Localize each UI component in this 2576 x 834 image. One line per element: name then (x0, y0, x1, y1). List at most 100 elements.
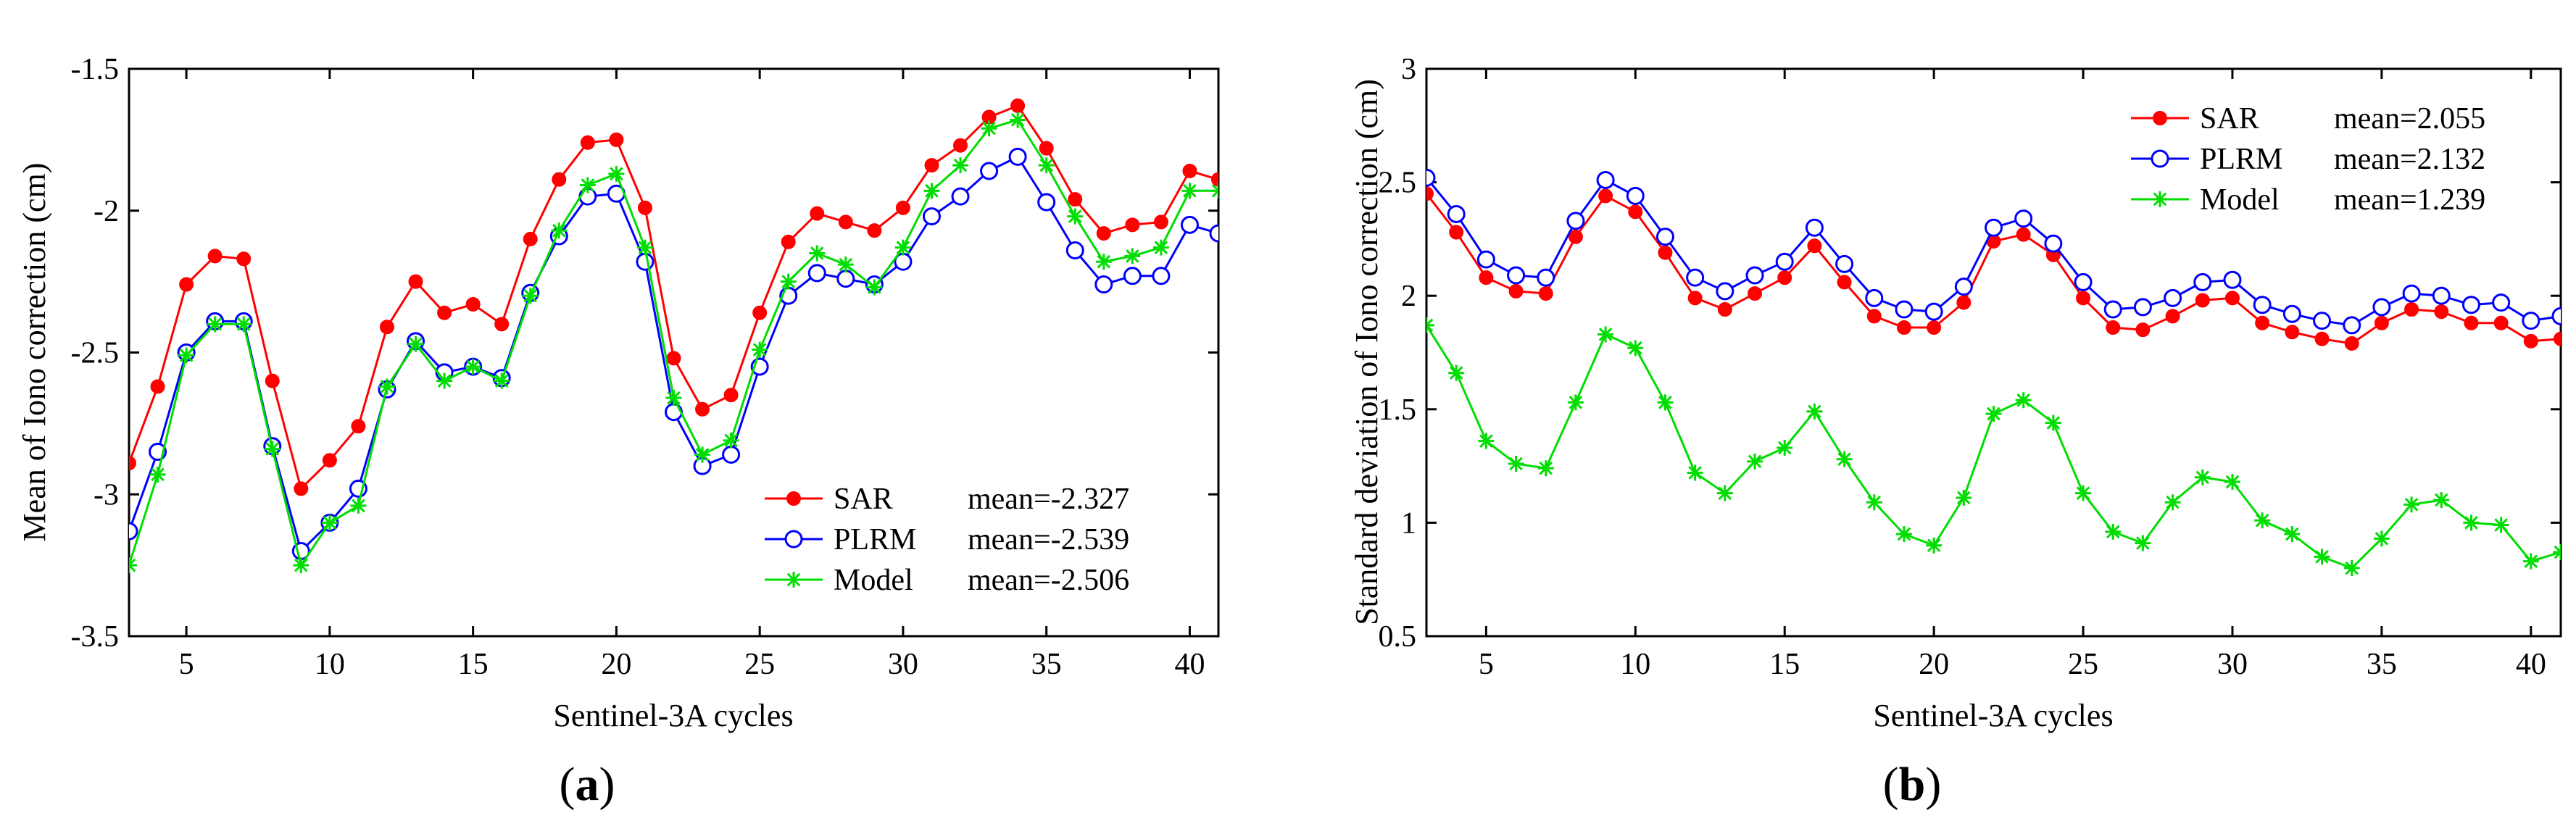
chart-a-series-sar-point-7 (322, 453, 337, 468)
chart-a-series-plrm-point-33 (1065, 241, 1084, 260)
chart-a-series-sar-point-15 (552, 172, 567, 187)
chart-a-series-model-point-11 (436, 372, 453, 389)
chart-b-series-plrm-point-11 (1745, 266, 1764, 285)
chart-a-series (129, 98, 1218, 574)
chart-b-series-model-point-15 (1866, 494, 1882, 511)
chart-a-series-sar-point-8 (351, 419, 366, 434)
chart-a-series-model-point-18 (636, 239, 653, 256)
chart-b-ytick-label: 2 (1401, 280, 1416, 313)
chart-a-panel-letter: a (576, 758, 599, 811)
chart-b-series-sar-point-36 (2493, 315, 2509, 330)
chart-b-series-model-point-9 (1687, 464, 1703, 481)
chart-a-legend-model-marker-point-0 (786, 572, 802, 588)
chart-a-xtick-label: 30 (888, 648, 918, 681)
chart-b-series-plrm-point-3 (1507, 266, 1526, 285)
chart-a-ytick-label: -2.5 (71, 337, 120, 370)
chart-a-series-sar-point-31 (1010, 98, 1026, 113)
chart-b-series-plrm-point-10 (1716, 282, 1734, 301)
chart-a-series-plrm-point-38 (1209, 224, 1218, 243)
chart-b-series-model (1426, 317, 2561, 577)
chart-b-series-sar-point-22 (2076, 291, 2091, 306)
chart-b-series-model-point-25 (2164, 494, 2181, 511)
chart-a-series-plrm-point-35 (1123, 267, 1142, 285)
chart-b-series-model-point-23 (2105, 523, 2122, 540)
chart-a-series-model-point-34 (1095, 254, 1112, 270)
chart-a-series-model-point-36 (1152, 239, 1169, 256)
chart-b-series-plrm-point-20 (2014, 209, 2033, 228)
chart-b-series-sar-point-2 (1479, 270, 1494, 285)
chart-a-series-model-point-35 (1124, 248, 1141, 264)
chart-b-series-model-point-21 (2045, 414, 2061, 431)
chart-a-series-sar-point-25 (838, 214, 853, 230)
chart-a-series-sar-point-17 (609, 132, 624, 147)
chart-a-series-model-point-10 (407, 335, 424, 352)
chart-b-ytick-label: 2.5 (1379, 167, 1417, 200)
chart-a-legend-plrm-marker-point-0 (784, 530, 803, 549)
chart-a-series-model-point-14 (522, 288, 539, 304)
chart-b-series-plrm-point-38 (2551, 307, 2561, 325)
chart-b-series-model-point-33 (2403, 496, 2420, 513)
chart-a-series-model-point-29 (952, 157, 969, 174)
chart-b-series-model-point-19 (1985, 406, 2002, 422)
chart-b-series-sar-point-9 (1687, 291, 1703, 306)
chart-b-series-sar-point-7 (1628, 204, 1643, 220)
chart-a-series-model-point-38 (1210, 183, 1218, 199)
chart-a-series-model-point-6 (293, 557, 309, 574)
chart-a-series-model-point-16 (579, 177, 596, 193)
chart-a-ytick-label: -3 (94, 478, 119, 512)
chart-b-series-plrm-point-13 (1805, 218, 1824, 237)
chart-b-ytick-label: 0.5 (1379, 620, 1417, 654)
chart-b-series-plrm-point-26 (2193, 272, 2212, 291)
chart-b-series-plrm-point-1 (1447, 204, 1466, 223)
chart-b-series-model-point-28 (2254, 512, 2271, 529)
chart-b-series-sar-point-24 (2135, 322, 2151, 338)
chart-b-series-model-point-31 (2343, 560, 2360, 577)
chart-b-series-plrm-point-23 (2103, 300, 2122, 319)
chart-a-ticks: 5 10 15 20 25 30 35 40 -3.5 -3 -2.5 -2 -1.5 (71, 53, 1218, 681)
chart-b-series-sar-point-12 (1777, 270, 1792, 285)
chart-a-series-model-point-24 (809, 245, 826, 262)
chart-b-series-model-point-13 (1806, 403, 1823, 420)
chart-a-legend-model-label: Model (834, 564, 913, 597)
chart-a-series-sar-point-26 (867, 223, 882, 238)
chart-a-series-plrm-point-34 (1094, 275, 1113, 294)
chart-b-series-plrm-point-8 (1655, 228, 1674, 246)
chart-a-series-plrm-point-30 (980, 162, 999, 180)
chart-b-series-model-point-24 (2135, 535, 2151, 551)
chart-b-legend-box (2120, 87, 2548, 217)
chart-a-series-model-point-20 (694, 446, 711, 463)
chart-a-series-model-point-37 (1181, 183, 1198, 199)
chart-b-series-plrm-point-31 (2343, 316, 2361, 335)
chart-b-series-plrm-point-2 (1476, 250, 1495, 269)
chart-b-series-model-point-34 (2433, 492, 2450, 509)
chart-a-series-sar-point-32 (1039, 141, 1054, 156)
chart-a-ylabel: Mean of Iono correction (cm) (17, 163, 52, 542)
chart-b-series-sar-point-8 (1658, 245, 1673, 260)
chart-a-series-model-point-1 (149, 466, 166, 483)
chart-b-series-plrm-point-4 (1537, 268, 1555, 287)
chart-b-series-plrm-point-5 (1566, 212, 1585, 230)
chart-b-series-plrm-point-34 (2432, 286, 2451, 305)
chart-a-xtick-label: 25 (744, 648, 775, 681)
chart-a-series-sar-point-11 (437, 305, 452, 320)
chart-a-series-model (129, 112, 1218, 574)
chart-b-series-sar-point-30 (2314, 331, 2330, 346)
chart-b: 5 10 15 20 25 30 35 40 0.5 1 1.5 2 2.5 3 Sentinel-3A … (1349, 53, 2562, 811)
chart-a-xtick-label: 10 (315, 648, 345, 681)
chart-b-xtick-label: 35 (2367, 648, 2397, 681)
chart-a-series-sar-point-14 (523, 231, 538, 246)
chart-b-series-model-point-7 (1627, 340, 1644, 356)
chart-b-series-model-point-32 (2373, 530, 2390, 547)
chart-b-series-sar-point-34 (2434, 304, 2449, 320)
chart-a-xtick-label: 40 (1174, 648, 1205, 681)
chart-a-series-sar-point-12 (465, 296, 481, 312)
chart-a-xlabel: Sentinel-3A cycles (553, 698, 793, 733)
chart-b-series-plrm-point-12 (1775, 252, 1794, 271)
chart-a-series-model-point-30 (981, 120, 997, 137)
chart-b-xtick-label: 15 (1769, 648, 1800, 681)
chart-b-series-model-point-35 (2463, 514, 2480, 531)
chart-a-series-model-point-15 (551, 222, 568, 239)
chart-b-series-sar-point-4 (1538, 286, 1553, 301)
chart-b-series-sar-point-6 (1598, 188, 1613, 204)
chart-a-series-sar-point-13 (494, 317, 510, 332)
